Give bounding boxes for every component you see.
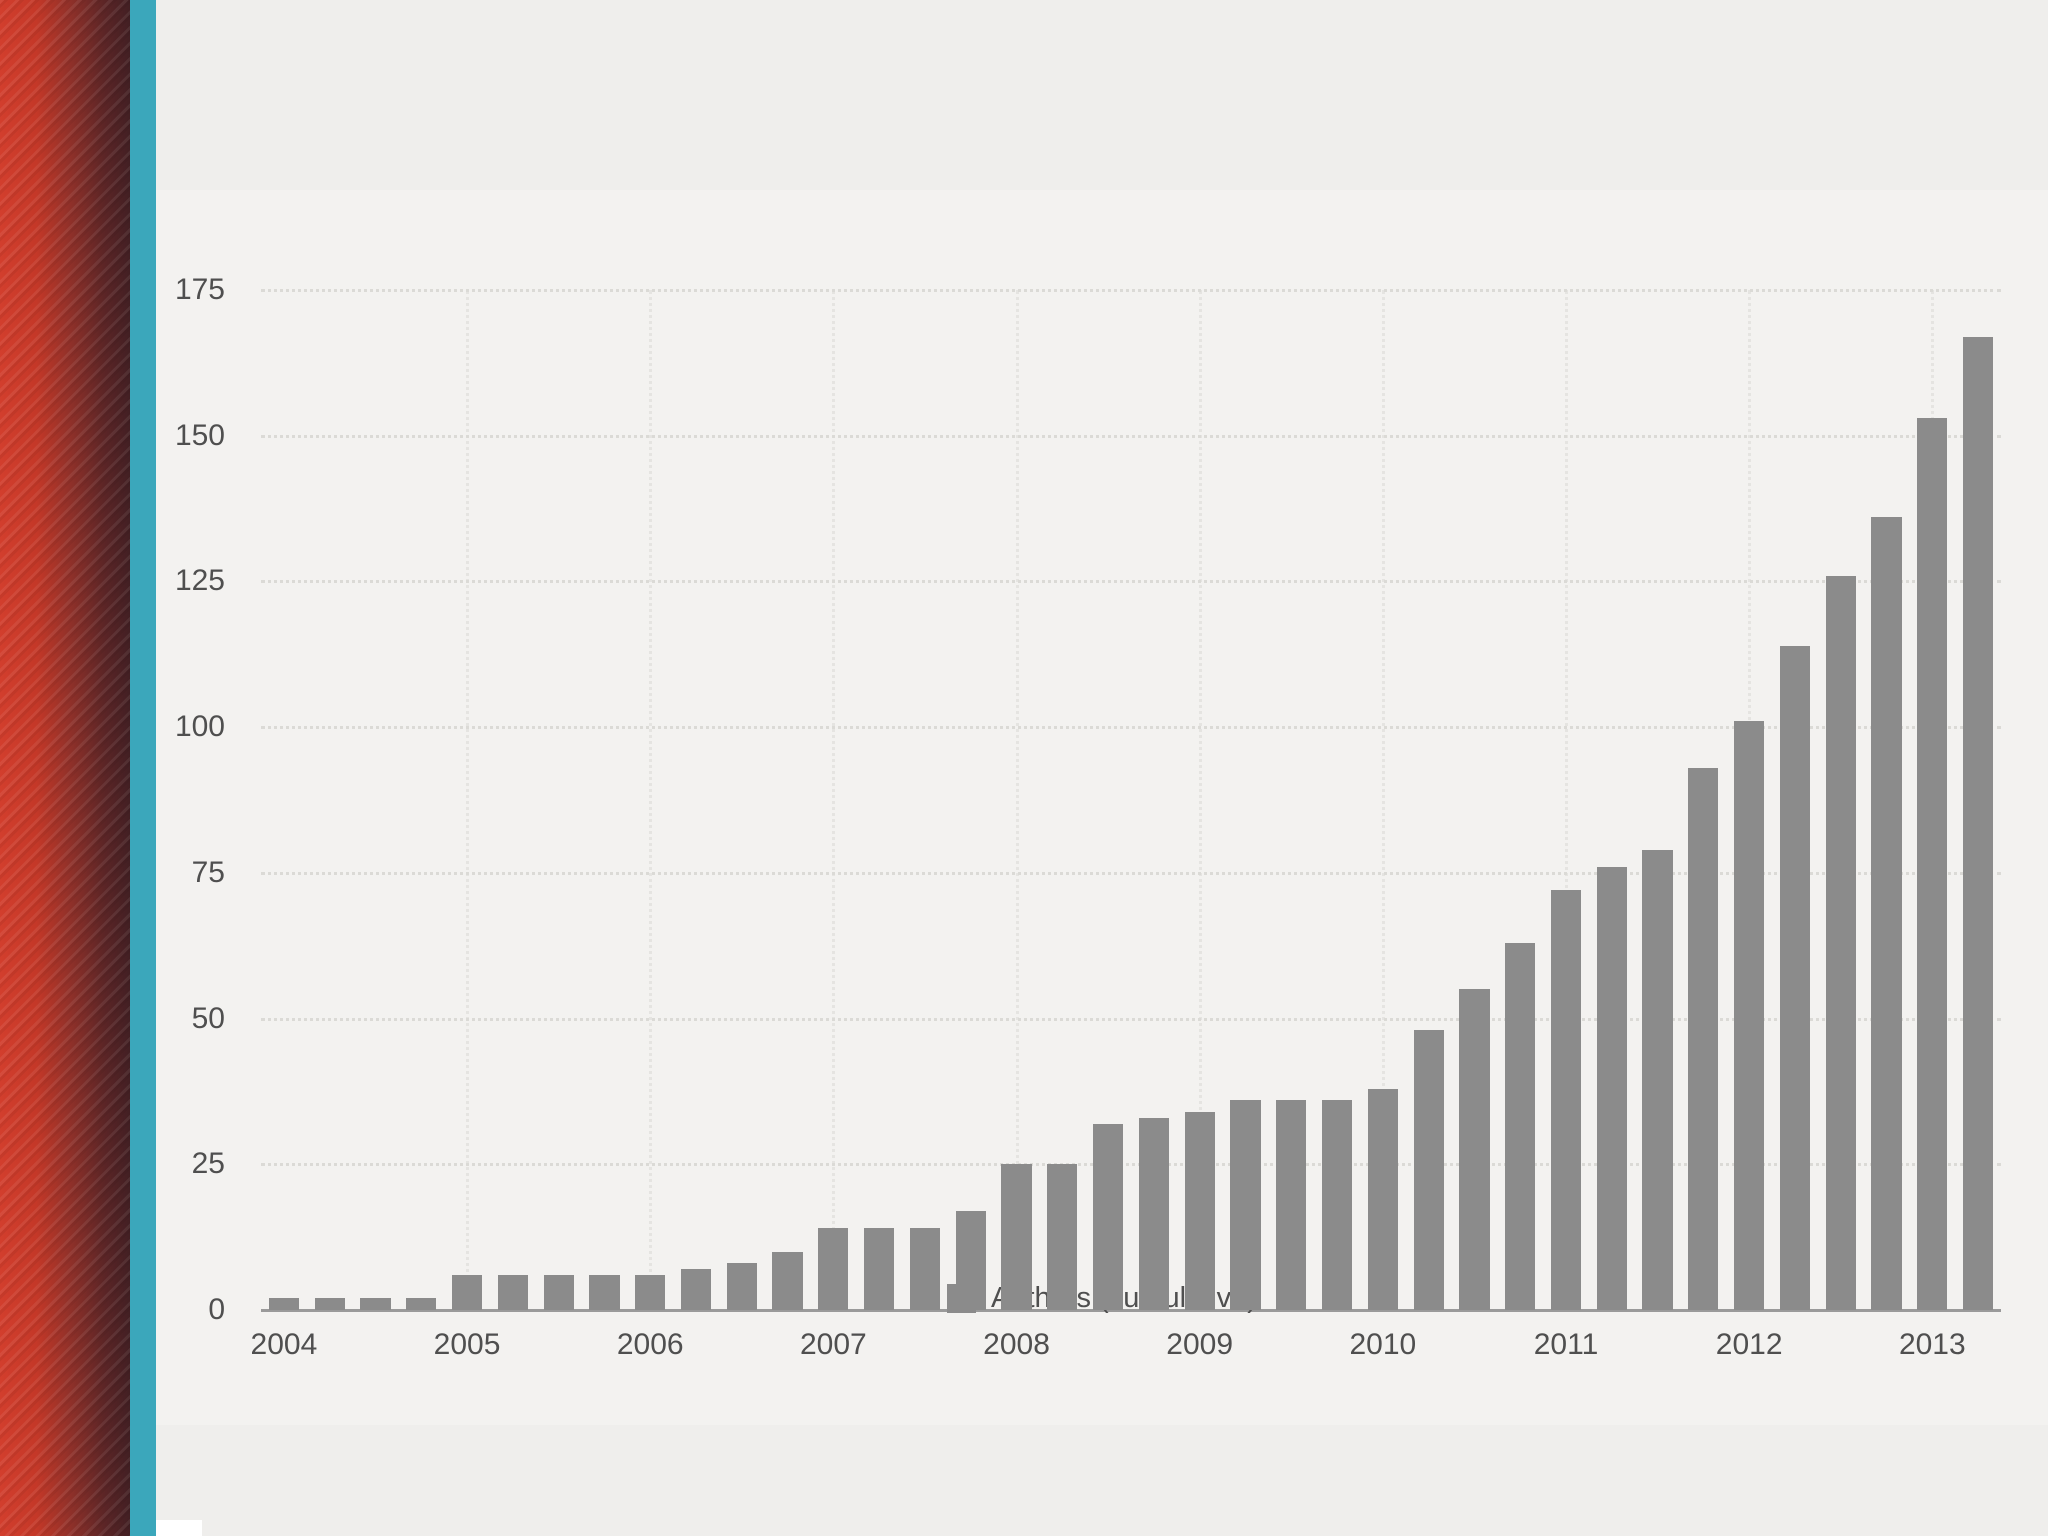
bar [1092, 1123, 1124, 1310]
x-axis-tick-label: 2005 [433, 1328, 501, 1361]
bar [726, 1263, 757, 1310]
bar [1917, 418, 1948, 1310]
vertical-gridline [832, 290, 836, 1310]
vertical-gridline [1198, 290, 1202, 1310]
left-decorative-teal-band [130, 0, 156, 1536]
bar [268, 1298, 299, 1310]
bar [1047, 1164, 1078, 1310]
gridline [261, 871, 2001, 875]
plot-area: 0 25 50 75 100 125 150 175 2004 2005 2006 2007 2008 2… [175, 275, 2001, 1360]
bar [314, 1298, 345, 1310]
vertical-gridline [1565, 290, 1568, 1310]
y-axis-tick-label: 25 [191, 1147, 225, 1181]
bar [680, 1269, 712, 1310]
bar [909, 1228, 941, 1310]
x-axis-tick-label: 2012 [1715, 1328, 1783, 1361]
gridline [261, 289, 2001, 292]
y-axis-tick-label: 150 [174, 418, 225, 452]
bar [1138, 1117, 1169, 1310]
bar [406, 1298, 437, 1310]
left-decorative-red-band [0, 0, 130, 1536]
y-axis-tick-label: 50 [191, 1001, 225, 1035]
bar [1001, 1164, 1032, 1310]
y-axis-tick-label: 0 [208, 1293, 225, 1326]
bar [818, 1228, 849, 1310]
gridline [261, 580, 2001, 584]
bar [864, 1228, 895, 1310]
y-axis-tick-label: 175 [174, 273, 225, 306]
x-axis-tick-label: 2011 [1533, 1328, 1599, 1361]
gridline [261, 1017, 2001, 1021]
bar [1276, 1100, 1307, 1310]
bar [635, 1275, 666, 1310]
bar [772, 1251, 803, 1310]
bar [589, 1275, 620, 1310]
gridline [261, 434, 2001, 438]
y-axis-tick-label: 100 [174, 710, 225, 744]
bar [1779, 645, 1811, 1310]
vertical-gridline [1015, 290, 1019, 1310]
x-axis-tick-label: 2010 [1349, 1328, 1417, 1361]
bar [955, 1210, 986, 1310]
x-axis-line [261, 1309, 2001, 1312]
chart-panel: 0 25 50 75 100 125 150 175 2004 2005 2006 2007 2008 2… [156, 190, 2048, 1425]
bar [1505, 942, 1536, 1310]
gridline [261, 1163, 2001, 1167]
bar [1459, 989, 1490, 1310]
vertical-gridline [1381, 290, 1385, 1310]
bar [1413, 1030, 1444, 1310]
bar [1184, 1111, 1215, 1310]
vertical-gridline [466, 290, 470, 1310]
vertical-gridline [649, 290, 653, 1310]
bar [1367, 1088, 1398, 1310]
bar [543, 1275, 574, 1310]
x-axis-tick-label: 2004 [250, 1328, 318, 1361]
y-axis-tick-label: 125 [174, 564, 225, 598]
bar [497, 1275, 528, 1310]
bar [1321, 1100, 1353, 1310]
gridline [261, 726, 2001, 730]
bar [1825, 575, 1856, 1310]
bar [1688, 767, 1719, 1310]
bar [1230, 1100, 1261, 1310]
bar [1596, 867, 1627, 1310]
bottom-left-corner-notch [156, 1520, 202, 1536]
bar [1962, 336, 1994, 1310]
bar [451, 1275, 483, 1310]
x-axis-tick-label: 2006 [616, 1328, 684, 1361]
y-axis-tick-label: 75 [191, 855, 225, 889]
bar [1642, 849, 1673, 1310]
x-axis-tick-label: 2009 [1166, 1328, 1234, 1361]
bar [1550, 890, 1582, 1310]
x-axis-tick-label: 2007 [799, 1328, 867, 1361]
x-axis-tick-label: 2008 [983, 1328, 1050, 1361]
bar [1734, 721, 1765, 1310]
bar [360, 1298, 391, 1310]
bar [1871, 517, 1902, 1310]
x-axis-tick-label: 2013 [1898, 1328, 1966, 1361]
